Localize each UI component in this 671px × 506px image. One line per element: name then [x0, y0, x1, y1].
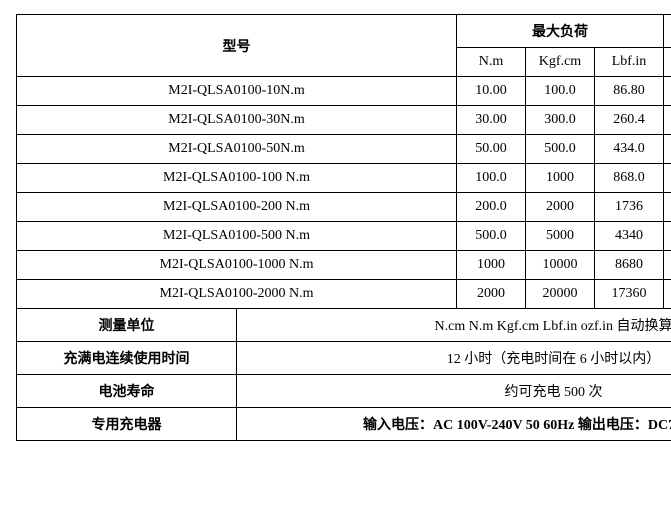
- cell-max-kg: 20000: [526, 280, 595, 309]
- runtime-label: 充满电连续使用时间: [17, 342, 237, 375]
- table-row: M2I-QLSA0100-50N.m 50.00 500.0 434.0 0.0…: [17, 135, 671, 164]
- spec-row-unit: 测量单位 N.cm N.m Kgf.cm Lbf.in ozf.in 自动换算: [17, 309, 671, 342]
- spec-row-runtime: 充满电连续使用时间 12 小时（充电时间在 6 小时以内）: [17, 342, 671, 375]
- unit-label: 测量单位: [17, 309, 237, 342]
- cell-max-nm: 200.0: [457, 193, 526, 222]
- cell-max-kg: 100.0: [526, 77, 595, 106]
- cell-model: M2I-QLSA0100-2000 N.m: [17, 280, 457, 309]
- cell-min-nm: 0.1: [664, 193, 671, 222]
- cell-max-nm: 10.00: [457, 77, 526, 106]
- header-model: 型号: [17, 15, 457, 77]
- cell-max-kg: 1000: [526, 164, 595, 193]
- cell-max-lb: 86.80: [595, 77, 664, 106]
- cell-model: M2I-QLSA0100-100 N.m: [17, 164, 457, 193]
- battery-label: 电池寿命: [17, 375, 237, 408]
- unit-value: N.cm N.m Kgf.cm Lbf.in ozf.in 自动换算: [237, 309, 671, 342]
- cell-max-lb: 4340: [595, 222, 664, 251]
- battery-value: 约可充电 500 次: [237, 375, 671, 408]
- cell-max-lb: 868.0: [595, 164, 664, 193]
- cell-max-nm: 2000: [457, 280, 526, 309]
- table-row: M2I-QLSA0100-500 N.m 500.0 5000 4340 0.1…: [17, 222, 671, 251]
- header-row-1: 型号 最大负荷 最小负荷: [17, 15, 671, 48]
- cell-max-kg: 10000: [526, 251, 595, 280]
- header-unit-nm: N.m: [664, 48, 671, 77]
- cell-min-nm: 0.01: [664, 106, 671, 135]
- cell-max-kg: 5000: [526, 222, 595, 251]
- cell-model: M2I-QLSA0100-10N.m: [17, 77, 457, 106]
- spec-row-battery: 电池寿命 约可充电 500 次: [17, 375, 671, 408]
- table-row: M2I-QLSA0100-1000 N.m 1000 10000 8680 1 …: [17, 251, 671, 280]
- cell-min-nm: 0.01: [664, 135, 671, 164]
- charger-value: 输入电压：AC 100V-240V 50 60Hz 输出电压：DC7.3V-8V…: [237, 408, 671, 441]
- charger-label: 专用充电器: [17, 408, 237, 441]
- header-min: 最小负荷: [664, 15, 671, 48]
- cell-max-nm: 100.0: [457, 164, 526, 193]
- cell-min-nm: 0.1: [664, 222, 671, 251]
- cell-max-kg: 2000: [526, 193, 595, 222]
- cell-max-lb: 260.4: [595, 106, 664, 135]
- cell-model: M2I-QLSA0100-50N.m: [17, 135, 457, 164]
- cell-max-nm: 50.00: [457, 135, 526, 164]
- cell-max-kg: 500.0: [526, 135, 595, 164]
- spec-table: 型号 最大负荷 最小负荷 N.m Kgf.cm Lbf.in N.m Kgf.c…: [16, 14, 671, 441]
- runtime-value: 12 小时（充电时间在 6 小时以内）: [237, 342, 671, 375]
- cell-max-nm: 1000: [457, 251, 526, 280]
- cell-max-lb: 17360: [595, 280, 664, 309]
- cell-model: M2I-QLSA0100-30N.m: [17, 106, 457, 135]
- table-row: M2I-QLSA0100-100 N.m 100.0 1000 868.0 0.…: [17, 164, 671, 193]
- cell-model: M2I-QLSA0100-1000 N.m: [17, 251, 457, 280]
- cell-min-nm: 0.1: [664, 164, 671, 193]
- header-unit-nm: N.m: [457, 48, 526, 77]
- cell-max-lb: 8680: [595, 251, 664, 280]
- cell-min-nm: 0.01: [664, 77, 671, 106]
- cell-max-lb: 434.0: [595, 135, 664, 164]
- cell-model: M2I-QLSA0100-500 N.m: [17, 222, 457, 251]
- table-row: M2I-QLSA0100-10N.m 10.00 100.0 86.80 0.0…: [17, 77, 671, 106]
- cell-min-nm: 1: [664, 251, 671, 280]
- table-row: M2I-QLSA0100-2000 N.m 2000 20000 17360 1…: [17, 280, 671, 309]
- header-unit-kgfcm: Kgf.cm: [526, 48, 595, 77]
- header-max: 最大负荷: [457, 15, 664, 48]
- cell-max-nm: 30.00: [457, 106, 526, 135]
- header-unit-lbfin: Lbf.in: [595, 48, 664, 77]
- cell-min-nm: 1: [664, 280, 671, 309]
- table-row: M2I-QLSA0100-30N.m 30.00 300.0 260.4 0.0…: [17, 106, 671, 135]
- cell-max-kg: 300.0: [526, 106, 595, 135]
- cell-model: M2I-QLSA0100-200 N.m: [17, 193, 457, 222]
- table-row: M2I-QLSA0100-200 N.m 200.0 2000 1736 0.1…: [17, 193, 671, 222]
- cell-max-lb: 1736: [595, 193, 664, 222]
- cell-max-nm: 500.0: [457, 222, 526, 251]
- spec-row-charger: 专用充电器 输入电压：AC 100V-240V 50 60Hz 输出电压：DC7…: [17, 408, 671, 441]
